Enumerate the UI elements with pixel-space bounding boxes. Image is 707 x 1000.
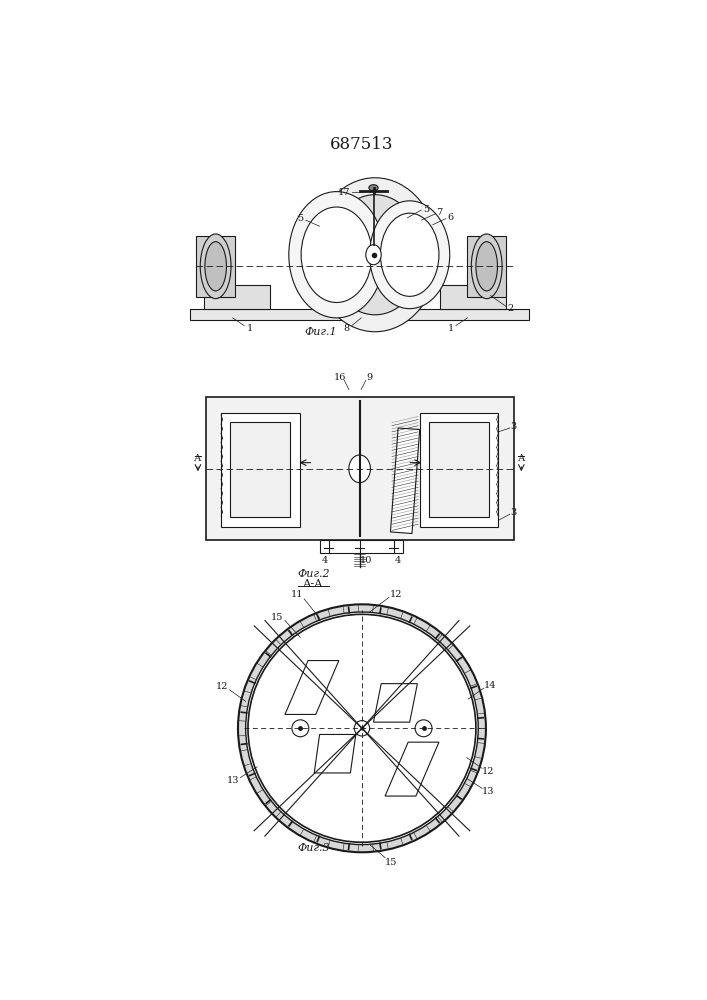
Polygon shape [373, 684, 417, 722]
Text: 7: 7 [437, 208, 443, 217]
Text: 4: 4 [395, 556, 402, 565]
Bar [429, 422, 489, 517]
Text: А-А: А-А [303, 579, 324, 589]
Ellipse shape [349, 455, 370, 483]
Text: 8: 8 [344, 324, 350, 333]
Text: 2: 2 [508, 304, 514, 313]
Ellipse shape [369, 185, 378, 191]
Text: А: А [194, 454, 201, 463]
Ellipse shape [476, 242, 498, 291]
Text: 10: 10 [360, 556, 372, 565]
Text: Фиг.2: Фиг.2 [297, 569, 329, 579]
Text: 5: 5 [423, 205, 429, 214]
Polygon shape [314, 734, 356, 773]
Ellipse shape [301, 207, 372, 302]
Text: 1: 1 [448, 324, 455, 333]
Text: 14: 14 [484, 681, 496, 690]
Ellipse shape [380, 213, 439, 296]
Bar [206, 397, 514, 540]
Polygon shape [269, 420, 296, 522]
Bar [440, 285, 506, 309]
Text: 3: 3 [510, 422, 517, 431]
Text: 11: 11 [291, 590, 303, 599]
Text: Фиг.1: Фиг.1 [305, 327, 337, 337]
Text: 12: 12 [390, 590, 402, 599]
Bar [420, 413, 498, 527]
Text: 9: 9 [367, 373, 373, 382]
Text: 16: 16 [334, 373, 346, 382]
Text: 13: 13 [482, 787, 494, 796]
Text: 687513: 687513 [330, 136, 394, 153]
Text: 12: 12 [216, 682, 228, 691]
Ellipse shape [238, 604, 486, 852]
Text: 12: 12 [482, 767, 494, 776]
Ellipse shape [366, 245, 381, 265]
Polygon shape [274, 429, 292, 512]
Ellipse shape [246, 612, 478, 845]
Polygon shape [285, 661, 339, 714]
Text: 3: 3 [510, 508, 517, 517]
Ellipse shape [415, 720, 432, 737]
Text: 15: 15 [271, 613, 284, 622]
Bar [221, 413, 300, 527]
Bar [467, 235, 506, 297]
Ellipse shape [370, 201, 450, 309]
Bar [230, 422, 291, 517]
Text: А: А [518, 454, 525, 463]
Text: 5: 5 [297, 214, 303, 223]
Ellipse shape [205, 242, 226, 291]
Ellipse shape [200, 234, 231, 299]
Ellipse shape [472, 234, 502, 299]
Ellipse shape [354, 721, 370, 736]
Text: 17: 17 [338, 188, 351, 197]
Polygon shape [385, 742, 439, 796]
Bar [204, 285, 269, 309]
Ellipse shape [292, 720, 309, 737]
Bar [320, 540, 403, 553]
Text: 6: 6 [448, 213, 454, 222]
Text: 4: 4 [322, 556, 328, 565]
Text: 13: 13 [226, 776, 239, 785]
Text: Фиг.3: Фиг.3 [297, 843, 329, 853]
Bar [190, 309, 529, 320]
Ellipse shape [248, 614, 476, 842]
Ellipse shape [288, 192, 385, 318]
Text: 1: 1 [247, 324, 253, 333]
Ellipse shape [327, 195, 423, 315]
Bar [197, 235, 235, 297]
Ellipse shape [312, 178, 438, 332]
Polygon shape [390, 428, 420, 533]
Text: 15: 15 [385, 858, 397, 867]
